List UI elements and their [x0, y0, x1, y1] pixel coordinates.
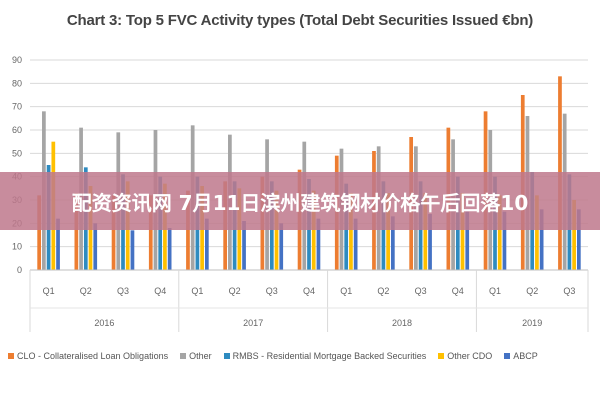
legend-label: CLO - Collateralised Loan Obligations	[17, 351, 169, 361]
bar	[572, 200, 576, 270]
bar	[56, 218, 60, 270]
bar	[74, 193, 79, 270]
bar	[386, 193, 390, 270]
bar	[576, 209, 581, 270]
overlay-banner	[0, 172, 600, 230]
bar	[465, 211, 470, 270]
bar	[349, 193, 353, 270]
x-group-label: 2018	[392, 318, 412, 328]
x-tick-label: Q2	[80, 286, 92, 296]
y-tick-label: 50	[12, 148, 22, 158]
x-tick-label: Q4	[154, 286, 166, 296]
legend-item: ABCP	[504, 351, 538, 361]
bar	[93, 223, 98, 270]
legend-label: ABCP	[513, 351, 538, 361]
legend-item: Other	[180, 351, 212, 361]
bar	[390, 216, 395, 270]
bar	[37, 195, 42, 270]
bar	[130, 230, 135, 270]
legend-swatch	[180, 353, 187, 359]
legend-item: RMBS - Residential Mortgage Backed Secur…	[223, 351, 427, 361]
y-tick-label: 80	[12, 78, 22, 88]
y-tick-label: 60	[12, 125, 22, 135]
y-tick-label: 70	[12, 102, 22, 112]
chart-title: Chart 3: Top 5 FVC Activity types (Total…	[66, 12, 534, 29]
bar	[204, 218, 209, 270]
x-tick-label: Q3	[117, 286, 129, 296]
legend-label: Other	[189, 351, 212, 361]
bar	[353, 218, 358, 270]
bar	[148, 195, 153, 270]
x-group-label: 2017	[243, 318, 263, 328]
legend-label: Other CDO	[447, 351, 493, 361]
y-tick-label: 90	[12, 55, 22, 65]
x-tick-label: Q1	[340, 286, 352, 296]
x-tick-label: Q3	[266, 286, 278, 296]
y-tick-label: 0	[17, 265, 22, 275]
bar	[279, 223, 284, 270]
y-tick-label: 10	[12, 242, 22, 252]
legend-swatch	[223, 353, 230, 359]
legend-swatch	[438, 353, 445, 359]
overlay-banner-text: 配资资讯网 7月11日滨州建筑钢材价格午后回落10	[71, 191, 529, 215]
x-tick-label: Q1	[43, 286, 55, 296]
bar	[167, 228, 172, 270]
bar	[428, 214, 432, 270]
x-tick-label: Q1	[191, 286, 203, 296]
bar	[460, 193, 465, 270]
bar	[311, 190, 316, 270]
chart-legend: CLO - Collateralised Loan Obligations Oth…	[8, 351, 598, 361]
x-tick-label: Q2	[229, 286, 241, 296]
x-tick-label: Q4	[452, 286, 464, 296]
bar	[111, 195, 116, 270]
bar	[186, 190, 190, 270]
bar	[497, 195, 502, 270]
x-group-label: 2016	[94, 318, 114, 328]
x-tick-label: Q4	[303, 286, 315, 296]
x-tick-label: Q1	[489, 286, 501, 296]
x-tick-label: Q2	[377, 286, 389, 296]
x-tick-label: Q2	[526, 286, 538, 296]
bar	[423, 193, 428, 270]
x-tick-label: Q3	[415, 286, 427, 296]
legend-label: RMBS - Residential Mortgage Backed Secur…	[232, 351, 427, 361]
bar	[502, 211, 507, 270]
bar	[539, 209, 544, 270]
bar	[316, 218, 321, 270]
x-tick-label: Q3	[563, 286, 575, 296]
legend-swatch	[8, 353, 14, 359]
bar	[535, 195, 539, 270]
bar	[242, 221, 246, 270]
x-group-label: 2019	[522, 318, 542, 328]
legend-item: CLO - Collateralised Loan Obligations	[8, 351, 168, 361]
legend-item: Other CDO	[438, 351, 492, 361]
legend-swatch	[504, 353, 511, 359]
bar	[274, 190, 279, 270]
